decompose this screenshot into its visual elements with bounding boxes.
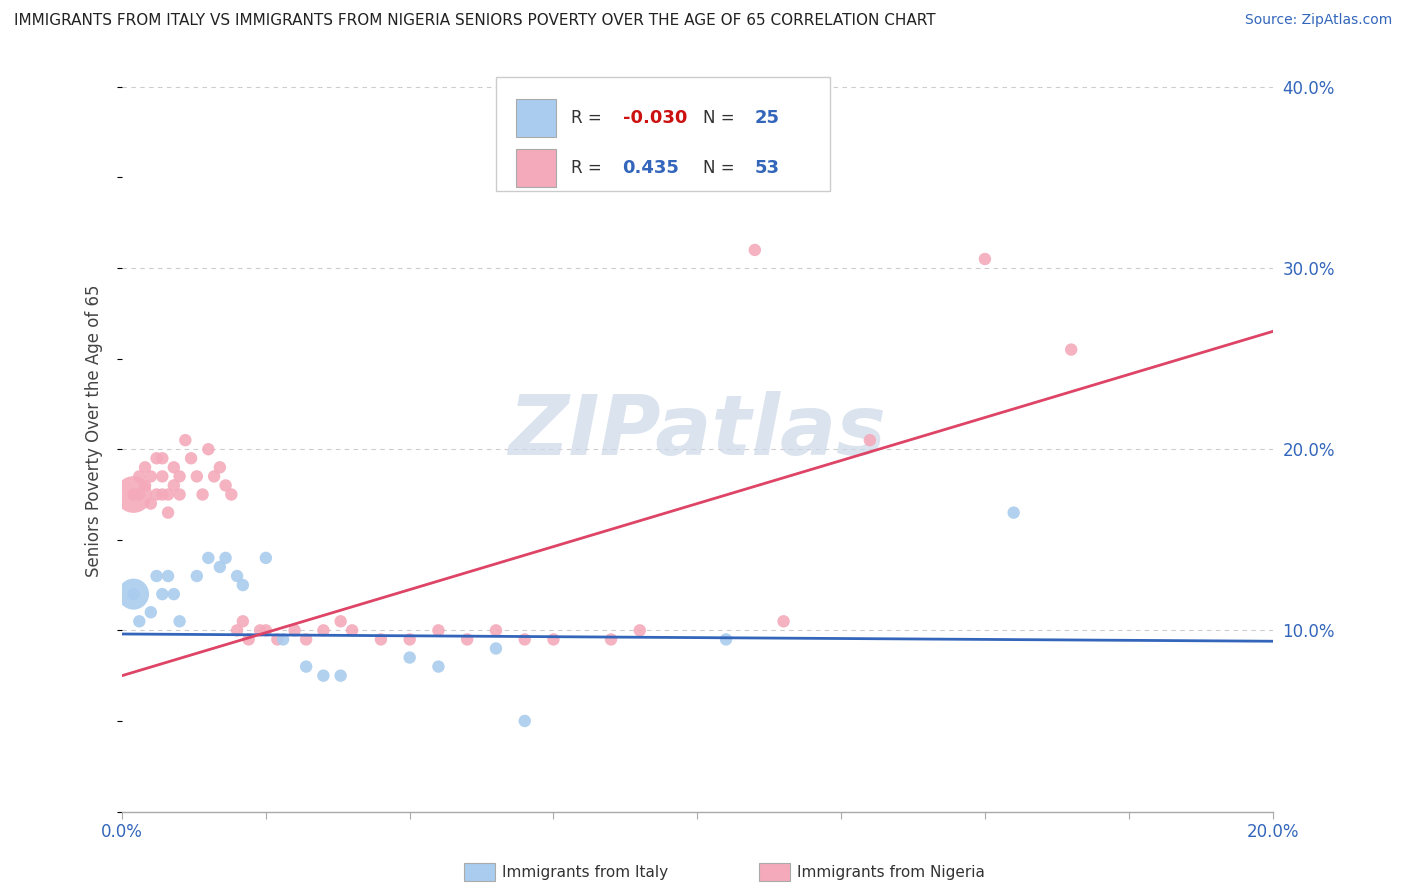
Point [295,632,318,647]
Point [772,615,794,629]
Point [221,487,243,501]
Point [485,624,508,638]
Point [370,632,392,647]
Point [197,550,219,565]
FancyBboxPatch shape [516,150,555,187]
Point [202,469,225,483]
Point [208,560,231,574]
Text: -0.030: -0.030 [623,110,688,128]
Point [139,497,162,511]
Point [284,624,307,638]
Point [122,487,145,501]
Point [174,433,197,447]
Point [266,632,288,647]
Point [128,615,150,629]
FancyBboxPatch shape [516,99,555,137]
Point [1060,343,1083,357]
Point [427,624,450,638]
Point [128,487,150,501]
Point [340,624,363,638]
Text: 0.435: 0.435 [623,160,679,178]
Point [150,487,173,501]
Text: 25: 25 [755,110,780,128]
Text: R =: R = [571,110,607,128]
Point [128,469,150,483]
Point [859,433,882,447]
Text: N =: N = [703,110,740,128]
Point [714,632,737,647]
Point [513,714,536,728]
Point [232,615,254,629]
Point [1002,506,1025,520]
Point [485,641,508,656]
Point [145,569,167,583]
Point [686,170,709,185]
Point [139,605,162,619]
Text: Immigrants from Nigeria: Immigrants from Nigeria [797,865,986,880]
Point [214,478,236,492]
Point [600,632,623,647]
FancyBboxPatch shape [496,78,830,192]
Point [163,478,186,492]
Point [398,650,420,665]
Point [254,624,277,638]
Point [329,615,352,629]
Point [254,550,277,565]
Point [150,451,173,466]
Point [163,587,186,601]
Point [180,451,202,466]
Text: Source: ZipAtlas.com: Source: ZipAtlas.com [1244,13,1392,28]
Text: Immigrants from Italy: Immigrants from Italy [502,865,668,880]
Point [214,550,236,565]
Point [208,460,231,475]
Point [197,442,219,457]
Point [232,578,254,592]
Point [628,624,651,638]
Point [186,469,208,483]
Point [974,252,997,266]
Point [157,487,180,501]
Point [312,668,335,682]
Point [139,469,162,483]
Point [186,569,208,583]
Y-axis label: Seniors Poverty Over the Age of 65: Seniors Poverty Over the Age of 65 [86,285,103,577]
Point [312,624,335,638]
Point [122,587,145,601]
Text: IMMIGRANTS FROM ITALY VS IMMIGRANTS FROM NIGERIA SENIORS POVERTY OVER THE AGE OF: IMMIGRANTS FROM ITALY VS IMMIGRANTS FROM… [14,13,935,29]
Point [134,460,156,475]
Point [163,460,186,475]
Point [169,487,191,501]
Point [122,587,145,601]
Text: N =: N = [703,160,740,178]
Text: ZIPatlas: ZIPatlas [509,391,886,472]
Point [191,487,214,501]
Point [145,487,167,501]
Point [249,624,271,638]
Point [145,451,167,466]
Point [134,478,156,492]
Point [329,668,352,682]
Point [226,569,249,583]
Point [744,243,766,257]
Point [150,469,173,483]
Point [238,632,260,647]
Point [157,569,180,583]
Point [398,632,420,647]
Point [226,624,249,638]
Point [157,506,180,520]
Point [543,632,565,647]
Point [456,632,478,647]
Point [122,487,145,501]
Point [513,632,536,647]
Text: R =: R = [571,160,607,178]
Point [427,659,450,673]
Point [150,587,173,601]
Point [271,632,294,647]
Point [169,469,191,483]
Point [295,659,318,673]
Text: 53: 53 [755,160,780,178]
Point [169,615,191,629]
